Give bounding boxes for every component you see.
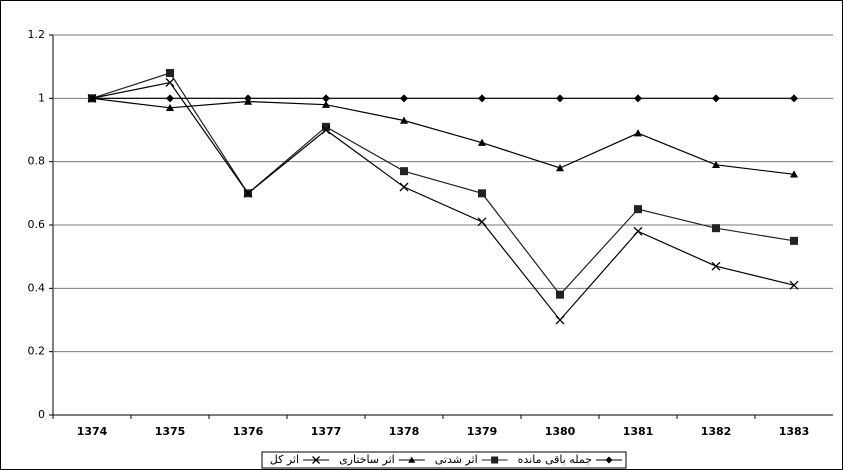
series-line [91, 72, 795, 296]
legend-label: اثر شدتی [435, 453, 478, 466]
marker [556, 94, 564, 103]
marker [712, 94, 720, 103]
marker [556, 164, 564, 172]
marker [87, 93, 97, 103]
marker [790, 170, 798, 178]
marker [477, 217, 487, 227]
y-tick-label: 0.8 [28, 155, 46, 168]
marker [478, 138, 486, 146]
marker [634, 94, 642, 103]
marker [491, 456, 499, 464]
marker [478, 94, 486, 103]
marker [321, 125, 331, 135]
marker [322, 100, 330, 108]
marker [322, 94, 330, 103]
legend-box [261, 451, 627, 469]
x-tick-label: 1378 [389, 425, 420, 438]
marker [634, 205, 642, 214]
marker [605, 456, 613, 464]
marker [243, 188, 253, 198]
marker [712, 160, 720, 169]
legend-label: جمله باقی مانده [518, 453, 592, 466]
marker [400, 167, 408, 176]
legend-label: اثر ساختاری [339, 453, 395, 466]
x-tick-label: 1382 [701, 425, 732, 438]
x-tick-label: 1383 [779, 425, 810, 438]
marker [789, 280, 799, 290]
x-tick-label: 1381 [623, 425, 654, 438]
marker [166, 69, 174, 77]
x-tick-label: 1380 [545, 425, 576, 438]
marker [790, 94, 798, 103]
x-tick-label: 1376 [233, 425, 264, 438]
marker [408, 456, 416, 463]
series-line [91, 97, 795, 175]
y-tick-label: 0 [38, 408, 45, 421]
marker [322, 122, 330, 131]
y-tick-label: 0.2 [28, 345, 46, 358]
marker [556, 290, 564, 299]
y-tick-label: 1.2 [28, 28, 46, 41]
marker [790, 236, 798, 245]
marker [711, 261, 721, 271]
series-line [91, 81, 795, 321]
y-tick-label: 1 [38, 91, 45, 104]
marker [166, 103, 174, 112]
x-tick-label: 1379 [467, 425, 498, 438]
marker [244, 97, 252, 105]
marker [165, 78, 175, 87]
marker [312, 456, 321, 464]
marker [555, 315, 565, 325]
legend-label: اثر کل [270, 453, 299, 466]
x-tick-label: 1377 [311, 425, 342, 438]
marker [634, 129, 642, 137]
y-tick-label: 0.6 [28, 218, 46, 231]
marker [400, 94, 408, 103]
marker [400, 116, 408, 124]
marker [478, 189, 486, 198]
marker [633, 226, 643, 236]
marker [166, 94, 174, 103]
marker [399, 182, 409, 192]
marker [712, 224, 720, 233]
y-tick-label: 0.4 [28, 281, 46, 294]
x-tick-label: 1374 [77, 425, 108, 438]
x-tick-label: 1375 [155, 425, 186, 438]
